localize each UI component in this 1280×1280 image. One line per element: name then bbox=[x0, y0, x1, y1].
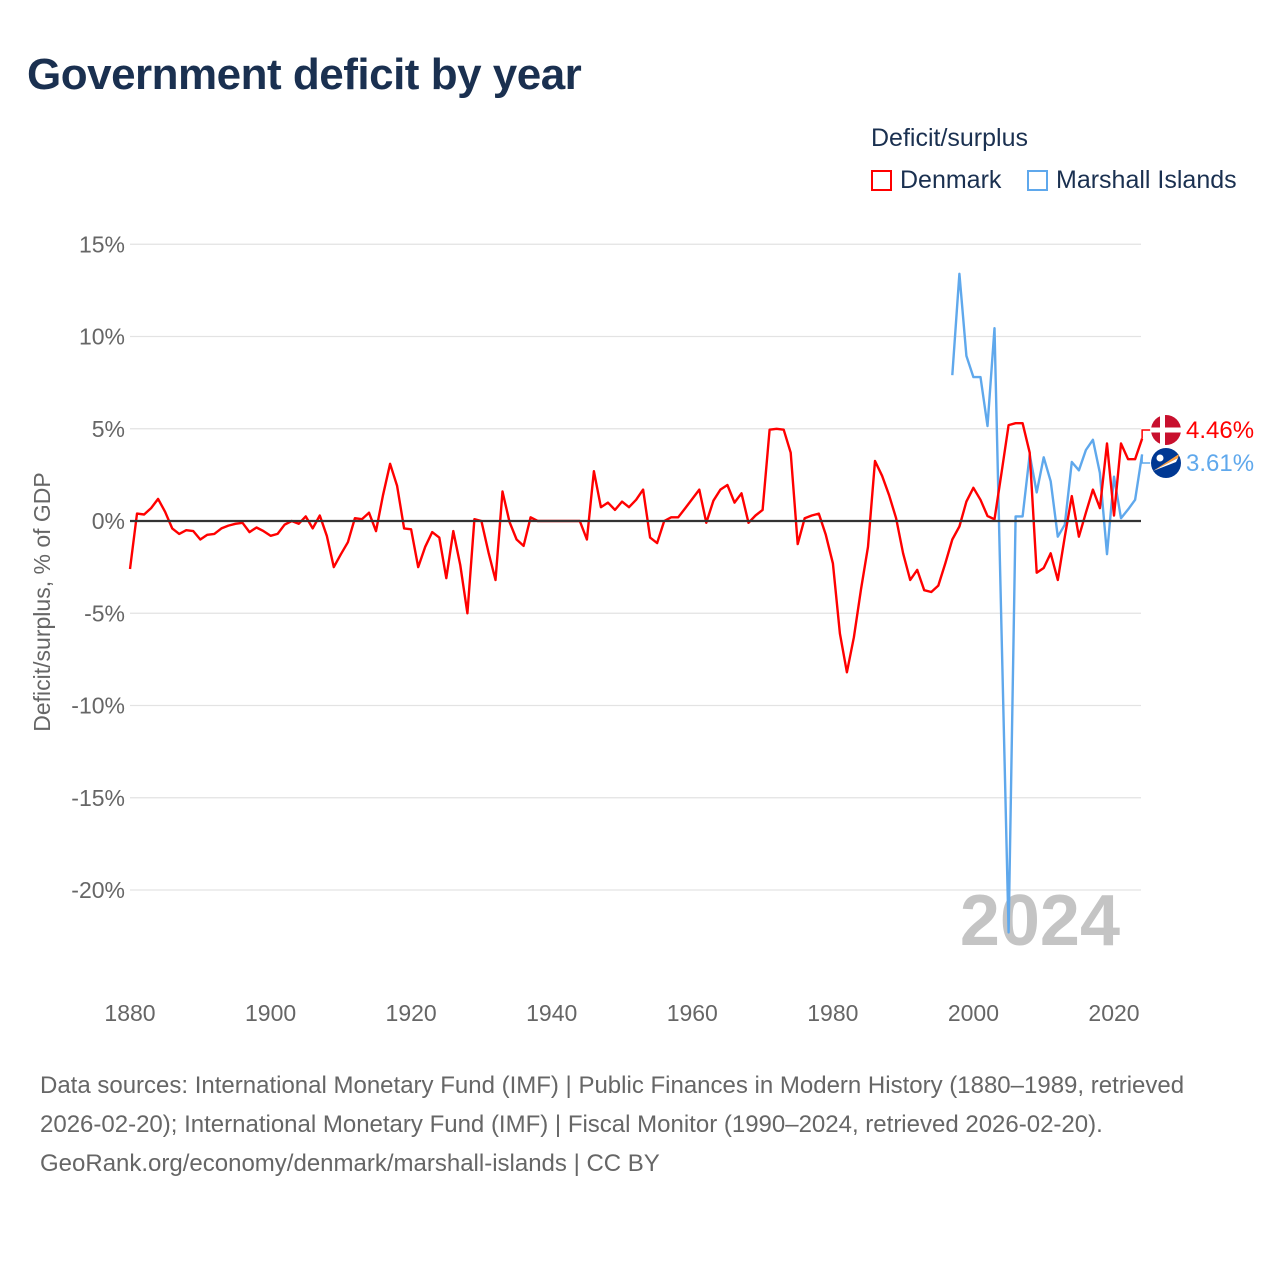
y-tick-label: -5% bbox=[84, 600, 125, 626]
y-tick-label: 15% bbox=[79, 231, 125, 257]
y-tick-label: -15% bbox=[71, 785, 125, 811]
end-value-label: 4.46% bbox=[1186, 417, 1254, 444]
chart-title: Government deficit by year bbox=[27, 50, 582, 99]
end-label-connector bbox=[1141, 454, 1151, 464]
x-tick-label: 1880 bbox=[104, 1000, 155, 1026]
end-label-connector bbox=[1141, 429, 1151, 439]
credit-link[interactable]: GeoRank.org/economy/denmark/marshall-isl… bbox=[40, 1150, 660, 1177]
legend-swatch-denmark bbox=[871, 170, 892, 191]
y-tick-label: -20% bbox=[71, 877, 125, 903]
x-tick-label: 2020 bbox=[1088, 1000, 1139, 1026]
year-watermark: 2024 bbox=[960, 881, 1120, 961]
flag-cross bbox=[1160, 415, 1165, 445]
flag-stripe bbox=[1153, 454, 1179, 471]
y-axis-label: Deficit/surplus, % of GDP bbox=[29, 472, 55, 731]
marshall-islands-flag-icon bbox=[1151, 448, 1181, 478]
flag-stripe bbox=[1153, 458, 1178, 471]
legend-item-denmark[interactable]: Denmark bbox=[871, 166, 1001, 195]
series-line-denmark bbox=[128, 422, 1144, 674]
legend-swatch-marshall-islands bbox=[1027, 170, 1048, 191]
legend-title: Deficit/surplus bbox=[871, 124, 1028, 152]
x-tick-label: 1940 bbox=[526, 1000, 577, 1026]
denmark-flag-icon bbox=[1151, 415, 1181, 445]
line-chart: 15% 10% 5% 0% -5% -10% -15% -20% 1880 1900 1920 194… bbox=[29, 231, 1254, 1026]
legend-label: Marshall Islands bbox=[1056, 166, 1237, 194]
data-sources: Data sources: International Monetary Fun… bbox=[40, 1072, 1185, 1138]
x-tick-label: 1900 bbox=[245, 1000, 296, 1026]
x-tick-label: 1920 bbox=[386, 1000, 437, 1026]
series-line-marshall-islands bbox=[951, 272, 1144, 934]
x-tick-label: 2000 bbox=[948, 1000, 999, 1026]
y-tick-label: 5% bbox=[92, 416, 125, 442]
legend-label: Denmark bbox=[900, 166, 1002, 194]
flag-cross bbox=[1151, 427, 1181, 433]
x-tick-label: 1980 bbox=[807, 1000, 858, 1026]
end-value-label: 3.61% bbox=[1186, 450, 1254, 477]
y-tick-label: 10% bbox=[79, 324, 125, 350]
footer: Data sources: International Monetary Fun… bbox=[40, 1066, 1240, 1183]
legend-item-marshall-islands[interactable]: Marshall Islands bbox=[1027, 166, 1237, 195]
flag-star bbox=[1156, 454, 1164, 462]
y-tick-label: -10% bbox=[71, 693, 125, 719]
x-tick-label: 1960 bbox=[667, 1000, 718, 1026]
y-tick-label: 0% bbox=[92, 508, 125, 534]
